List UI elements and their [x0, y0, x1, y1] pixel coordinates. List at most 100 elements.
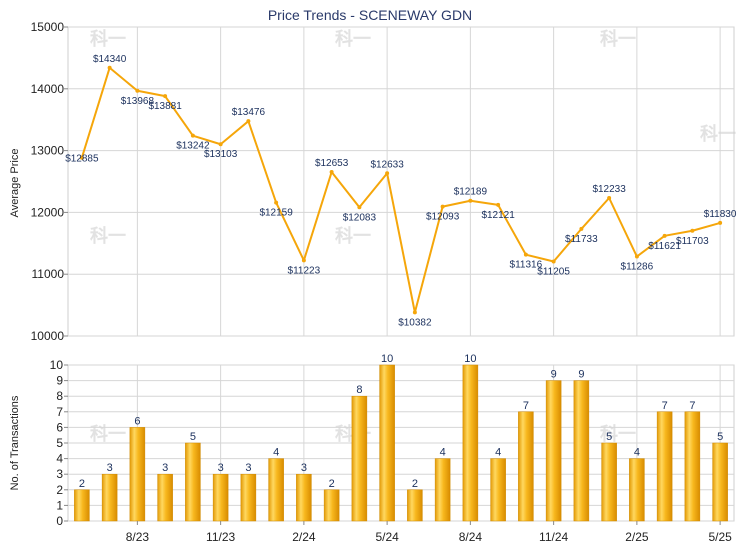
price-data-point	[634, 254, 639, 259]
transactions-bar	[629, 458, 645, 522]
transactions-bar-label: 2	[329, 478, 335, 490]
transactions-bar	[573, 380, 590, 522]
transactions-bar-label: 3	[218, 462, 224, 474]
transactions-bar	[185, 442, 201, 522]
transactions-bar-label: 3	[245, 462, 251, 474]
x-tick-label: 2/24	[292, 530, 316, 544]
transactions-bar	[157, 473, 173, 522]
price-data-point	[79, 155, 84, 160]
x-tick-label: 5/24	[375, 530, 399, 544]
price-data-point	[412, 310, 417, 315]
price-data-point	[190, 133, 195, 138]
price-series-line	[80, 66, 721, 314]
price-data-point	[274, 200, 279, 205]
price-data-point	[440, 204, 445, 209]
price-data-label: $14340	[93, 54, 127, 65]
price-data-label: $11830	[704, 209, 737, 220]
price-y-axis-label: Average Price	[9, 149, 21, 218]
transactions-bar	[656, 411, 673, 522]
x-tick-label: 2/25	[625, 530, 649, 544]
price-data-point	[718, 220, 723, 225]
transactions-bar-label: 3	[107, 462, 113, 474]
price-data-point	[329, 170, 334, 175]
price-data-label: $12121	[481, 210, 515, 221]
transactions-y-tick-label: 10	[50, 358, 64, 372]
transactions-bar	[129, 427, 146, 522]
price-y-tick-label: 15000	[31, 20, 65, 34]
transactions-y-tick-label: 3	[56, 467, 63, 481]
price-data-label: $11223	[288, 265, 321, 276]
price-data-point	[690, 228, 695, 233]
watermark-text: 科一	[90, 423, 126, 444]
transactions-bar	[379, 364, 395, 522]
price-data-label: $12633	[370, 159, 404, 170]
price-data-label: $12885	[65, 154, 99, 165]
price-data-point	[218, 142, 223, 147]
transactions-bar	[407, 489, 423, 522]
price-y-tick-label: 13000	[31, 144, 65, 158]
price-data-point	[385, 171, 390, 176]
price-data-label: $11703	[676, 236, 709, 247]
price-data-label: $12653	[315, 158, 349, 169]
transactions-bar	[268, 458, 284, 522]
price-data-label: $12189	[454, 187, 488, 198]
chart-title: Price Trends - SCENEWAY GDN	[268, 7, 472, 23]
transactions-bar-label: 8	[356, 384, 362, 396]
transactions-y-tick-label: 8	[56, 389, 63, 403]
price-data-point	[107, 65, 112, 70]
transactions-bar-label: 5	[717, 431, 723, 443]
transactions-bar	[545, 380, 562, 522]
price-plot-frame	[67, 26, 735, 337]
watermark-text: 科一	[335, 28, 371, 49]
watermark-text: 科一	[700, 123, 736, 144]
transactions-bar	[212, 473, 229, 522]
price-data-label: $13242	[176, 141, 210, 152]
price-data-label: $11286	[621, 262, 654, 273]
transactions-y-tick-label: 1	[56, 498, 63, 512]
price-y-tick-label: 14000	[31, 82, 65, 96]
price-y-tick-label: 12000	[31, 205, 65, 219]
transactions-y-tick-label: 5	[56, 436, 63, 450]
transactions-bar-label: 10	[464, 353, 476, 365]
transactions-bar-label: 4	[634, 447, 640, 459]
x-tick-label: 8/24	[459, 530, 483, 544]
price-line-plot: 10000 11000 12000 13000 14000 15000 $12885 $143…	[31, 20, 737, 343]
price-data-point	[301, 258, 306, 263]
watermark-layer: 科一科一科一科一科一科一科一科一科一	[90, 28, 736, 444]
transactions-bar	[351, 395, 368, 522]
price-y-tick-label: 11000	[32, 267, 65, 281]
transactions-y-axis-label: No. of Transactions	[9, 395, 21, 490]
transactions-bar-label: 9	[551, 369, 557, 381]
price-data-label: $12083	[343, 212, 377, 223]
price-data-label: $11205	[537, 267, 570, 278]
transactions-bar	[74, 489, 90, 522]
price-data-point	[135, 88, 140, 93]
transactions-y-tick-label: 4	[56, 452, 63, 466]
watermark-text: 科一	[335, 225, 371, 246]
price-data-point	[246, 119, 251, 124]
watermark-text: 科一	[90, 28, 126, 49]
transactions-bar	[240, 473, 257, 522]
price-data-label: $13968	[121, 96, 155, 107]
transactions-bar	[518, 411, 534, 522]
transactions-y-tick-label: 7	[56, 405, 63, 419]
transactions-bar-label: 5	[190, 431, 196, 443]
x-tick-label: 5/25	[708, 530, 732, 544]
price-data-point	[357, 205, 362, 210]
transactions-bar	[684, 411, 701, 522]
transactions-bar-label: 2	[412, 478, 418, 490]
transactions-bar-label: 9	[578, 369, 584, 381]
price-y-tick-label: 10000	[31, 329, 65, 343]
transactions-y-tick-label: 9	[56, 374, 63, 388]
transactions-bar-label: 3	[162, 462, 168, 474]
transactions-bar-label: 7	[689, 400, 695, 412]
transactions-bar-label: 6	[134, 415, 140, 427]
transactions-bar	[462, 364, 479, 522]
transactions-y-tick-label: 0	[56, 514, 63, 528]
watermark-text: 科一	[600, 423, 636, 444]
price-data-label: $11733	[565, 234, 598, 245]
transactions-bar	[434, 458, 451, 522]
price-data-point	[579, 226, 584, 231]
